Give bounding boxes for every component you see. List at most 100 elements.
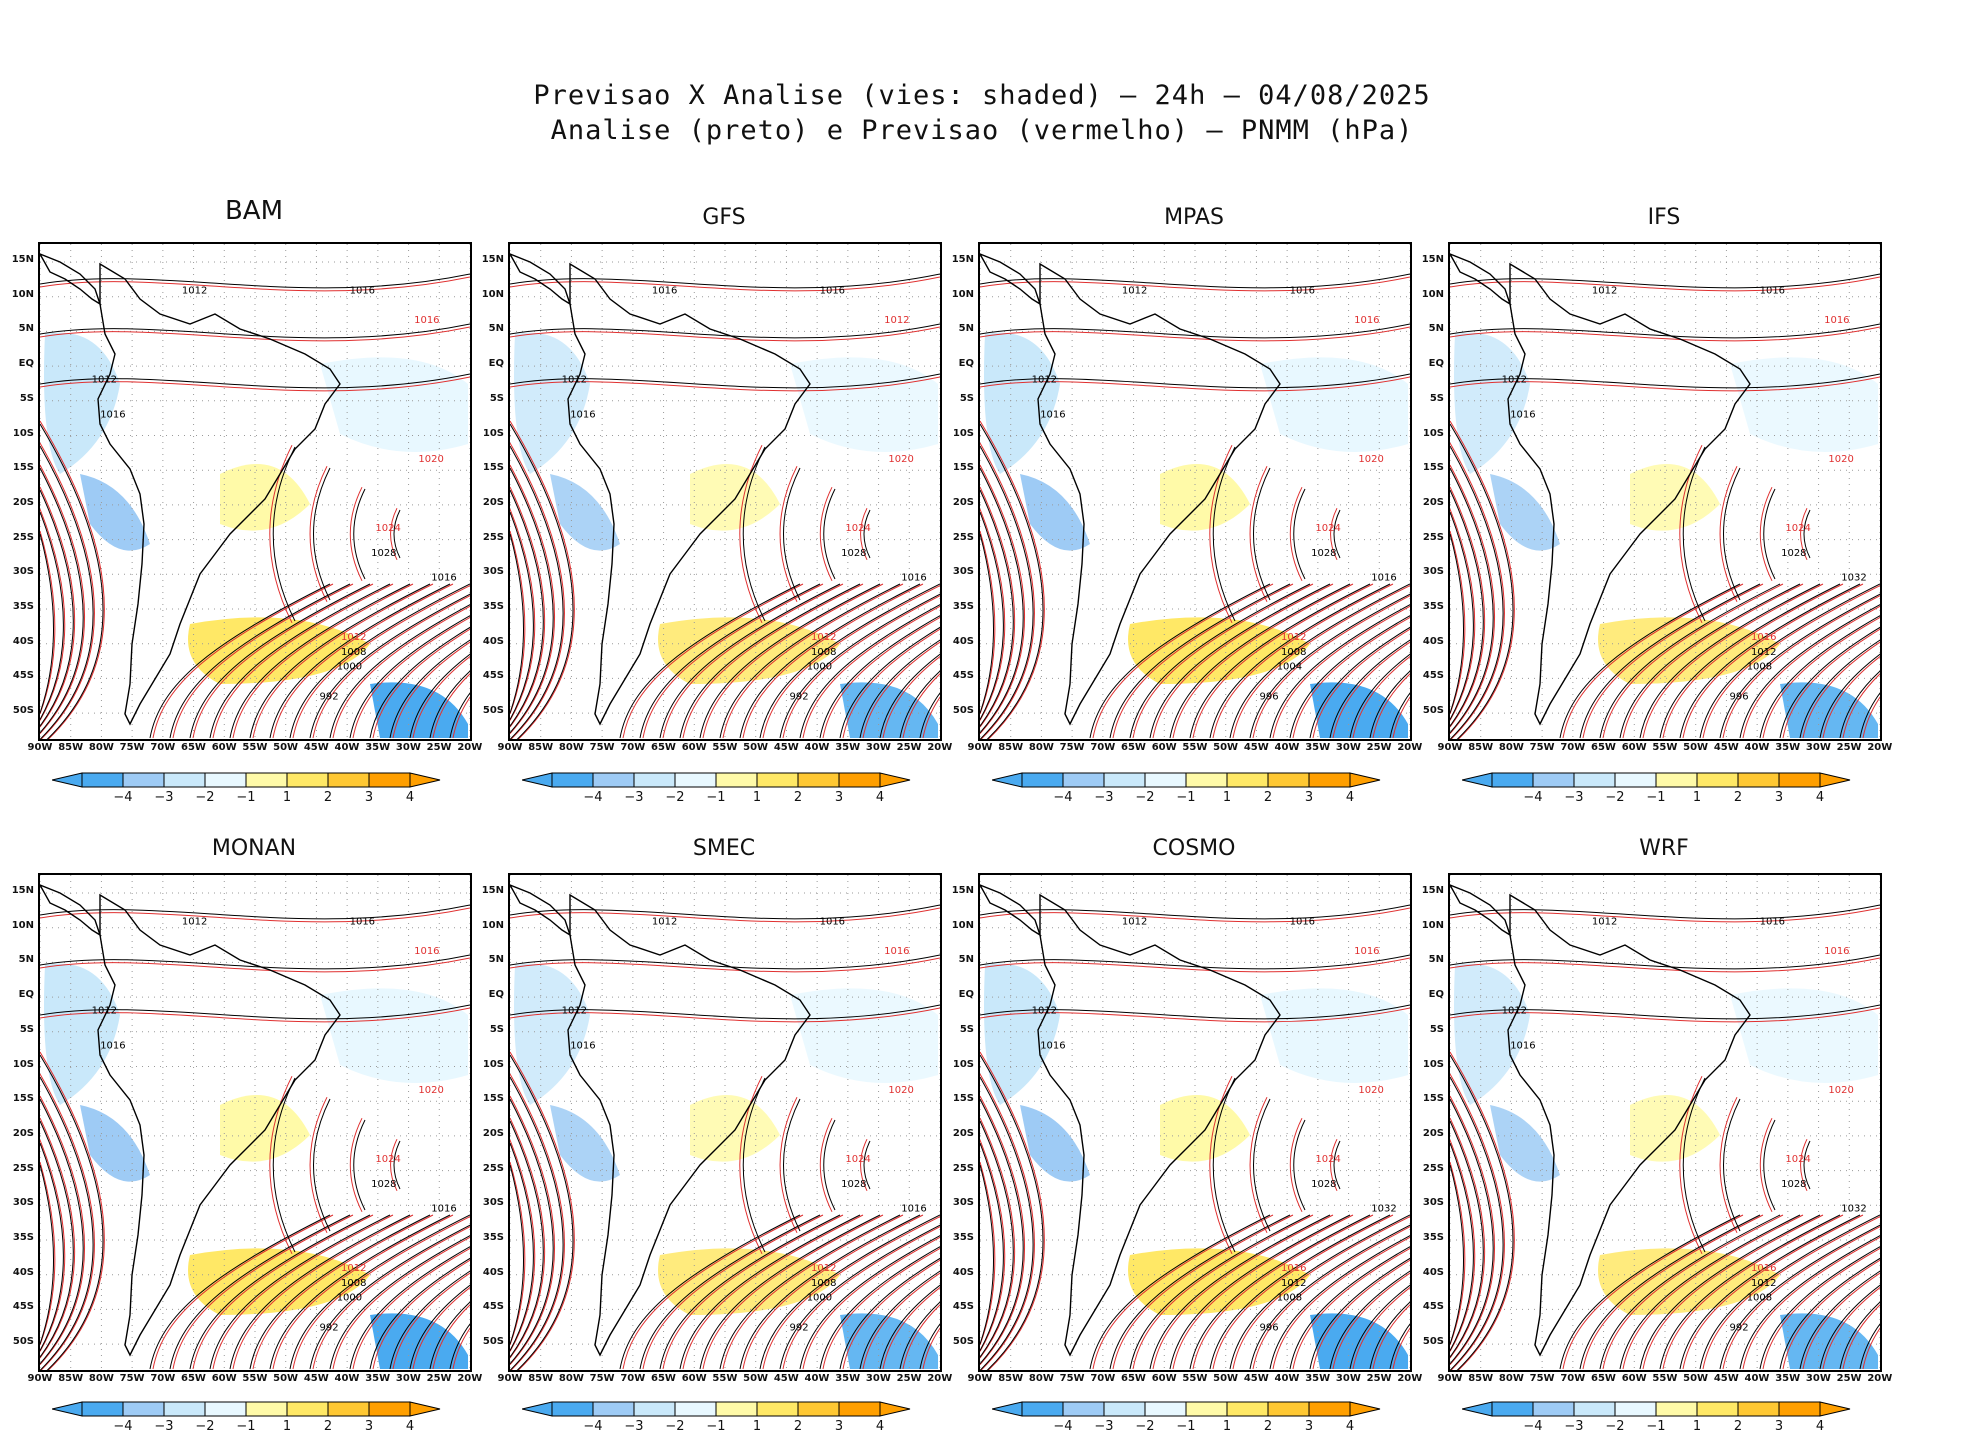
isobar-value-label: 1012 (1032, 375, 1057, 386)
latitude-label: 15N (1421, 885, 1444, 896)
continent-outline (1507, 262, 1751, 726)
colorbar-segment (1655, 772, 1698, 788)
longitude-label: 90W (27, 1373, 53, 1384)
bias-shade-region (1160, 1095, 1250, 1162)
longitude-label: 70W (150, 1373, 176, 1384)
latitude-label: 10S (12, 1058, 34, 1070)
colorbar-segment (1778, 1401, 1821, 1417)
isobar-line (272, 583, 454, 739)
isobar-line (642, 583, 824, 739)
isobar-line (1249, 1224, 1410, 1370)
isobar-line (980, 1007, 1410, 1023)
isobar-line (980, 276, 1410, 292)
isobar-line (1312, 1259, 1410, 1370)
longitude-label: 30W (395, 1373, 421, 1384)
latitude-label: 30S (952, 566, 974, 578)
colorbar-tick-label: −4 (583, 790, 603, 805)
longitude-label: 45W (773, 1373, 799, 1384)
colorbar-segment (838, 1401, 881, 1417)
longitude-label: 45W (1243, 742, 1269, 753)
isobar-line (269, 1214, 451, 1370)
colorbar-segment (368, 1401, 411, 1417)
isobar-line (40, 1117, 76, 1359)
isobar-line (719, 1214, 901, 1370)
continent-outline (97, 893, 341, 1357)
colorbar-tick-label: 2 (1263, 1419, 1273, 1434)
isobar-line (742, 1077, 766, 1253)
isobar-line (40, 373, 470, 389)
longitude-label: 60W (681, 1373, 707, 1384)
colorbar-segment (327, 772, 370, 788)
isobar-line (40, 486, 76, 728)
isobar-line (722, 1214, 904, 1370)
latitude-label: 5N (958, 323, 974, 335)
latitude-label: 50S (482, 1336, 504, 1348)
colorbar-tick-label: −1 (1176, 1419, 1196, 1434)
bias-shade-region (370, 682, 468, 738)
isobar-line (152, 583, 334, 739)
longitude-label: 30W (1335, 742, 1361, 753)
colorbar-tick-label: −1 (706, 790, 726, 805)
isobar-line (1450, 1095, 1496, 1366)
colorbar-tick-label: −4 (583, 1419, 603, 1434)
isobar-line (1450, 464, 1496, 735)
isobar-line (229, 1214, 411, 1370)
colorbar-arrow-left (521, 772, 553, 788)
isobar-line (510, 1073, 565, 1370)
latitude-label: 40S (12, 1266, 34, 1278)
isobar-line (40, 376, 470, 392)
isobar-value-label: 1028 (371, 1179, 396, 1190)
longitude-label: 25W (896, 1373, 922, 1384)
isobar-line (1089, 1214, 1271, 1370)
bias-shade-region (1310, 1313, 1408, 1369)
isobar-line (980, 1120, 1014, 1358)
isobar-value-label: 1028 (371, 548, 396, 559)
isobar-line (980, 489, 1014, 727)
panel-title: WRF (1639, 836, 1689, 861)
isobar-line (172, 583, 354, 739)
isobar-line (40, 273, 470, 289)
longitude-label: 90W (967, 742, 993, 753)
colorbar-segment (81, 772, 124, 788)
isobar-line (1112, 583, 1294, 739)
isobar-line (1450, 486, 1486, 728)
latitude-label: 5S (489, 392, 504, 404)
colorbar-tick-label: −2 (665, 790, 685, 805)
latitude-label: 45S (12, 1301, 34, 1313)
colorbar-tick-label: 1 (1692, 790, 1702, 805)
central-america-outline (1450, 253, 1512, 306)
isobar-line (232, 1214, 414, 1370)
panel-title: MPAS (1164, 205, 1224, 230)
bias-shade-region (984, 332, 1060, 474)
colorbar-segment (674, 772, 717, 788)
isobar-line (40, 442, 95, 739)
longitude-label: 25W (1836, 742, 1862, 753)
isobar-value-label: 1024 (375, 1154, 400, 1165)
isobar-line (1253, 1098, 1271, 1232)
isobar-line (1450, 276, 1880, 292)
isobar-line (980, 1095, 1026, 1366)
isobar-line (1330, 507, 1338, 561)
isobar-line (1289, 486, 1303, 582)
isobar-line (40, 445, 94, 739)
latitude-label: 5S (1429, 392, 1444, 404)
isobar-line (409, 1284, 470, 1370)
isobar-line (1759, 1246, 1880, 1370)
isobar-line (192, 583, 374, 739)
longitude-label: 45W (303, 1373, 329, 1384)
isobar-line (390, 1138, 398, 1192)
isobar-value-label: 1000 (337, 1293, 362, 1304)
latitude-label: 40S (12, 635, 34, 647)
isobar-line (1450, 954, 1880, 970)
isobar-line (1719, 593, 1880, 739)
colorbar-tick-label: 3 (1774, 1419, 1784, 1434)
latitude-label: 45S (952, 670, 974, 682)
isobar-line (783, 1098, 801, 1232)
colorbar-tick-label: −2 (1135, 1419, 1155, 1434)
bias-shade-region (220, 464, 310, 531)
longitude-label: 55W (712, 1373, 738, 1384)
longitude-label: 40W (334, 742, 360, 753)
colorbar-tick-label: −3 (154, 790, 174, 805)
isobar-line (209, 583, 391, 739)
isobar-line (372, 628, 470, 739)
